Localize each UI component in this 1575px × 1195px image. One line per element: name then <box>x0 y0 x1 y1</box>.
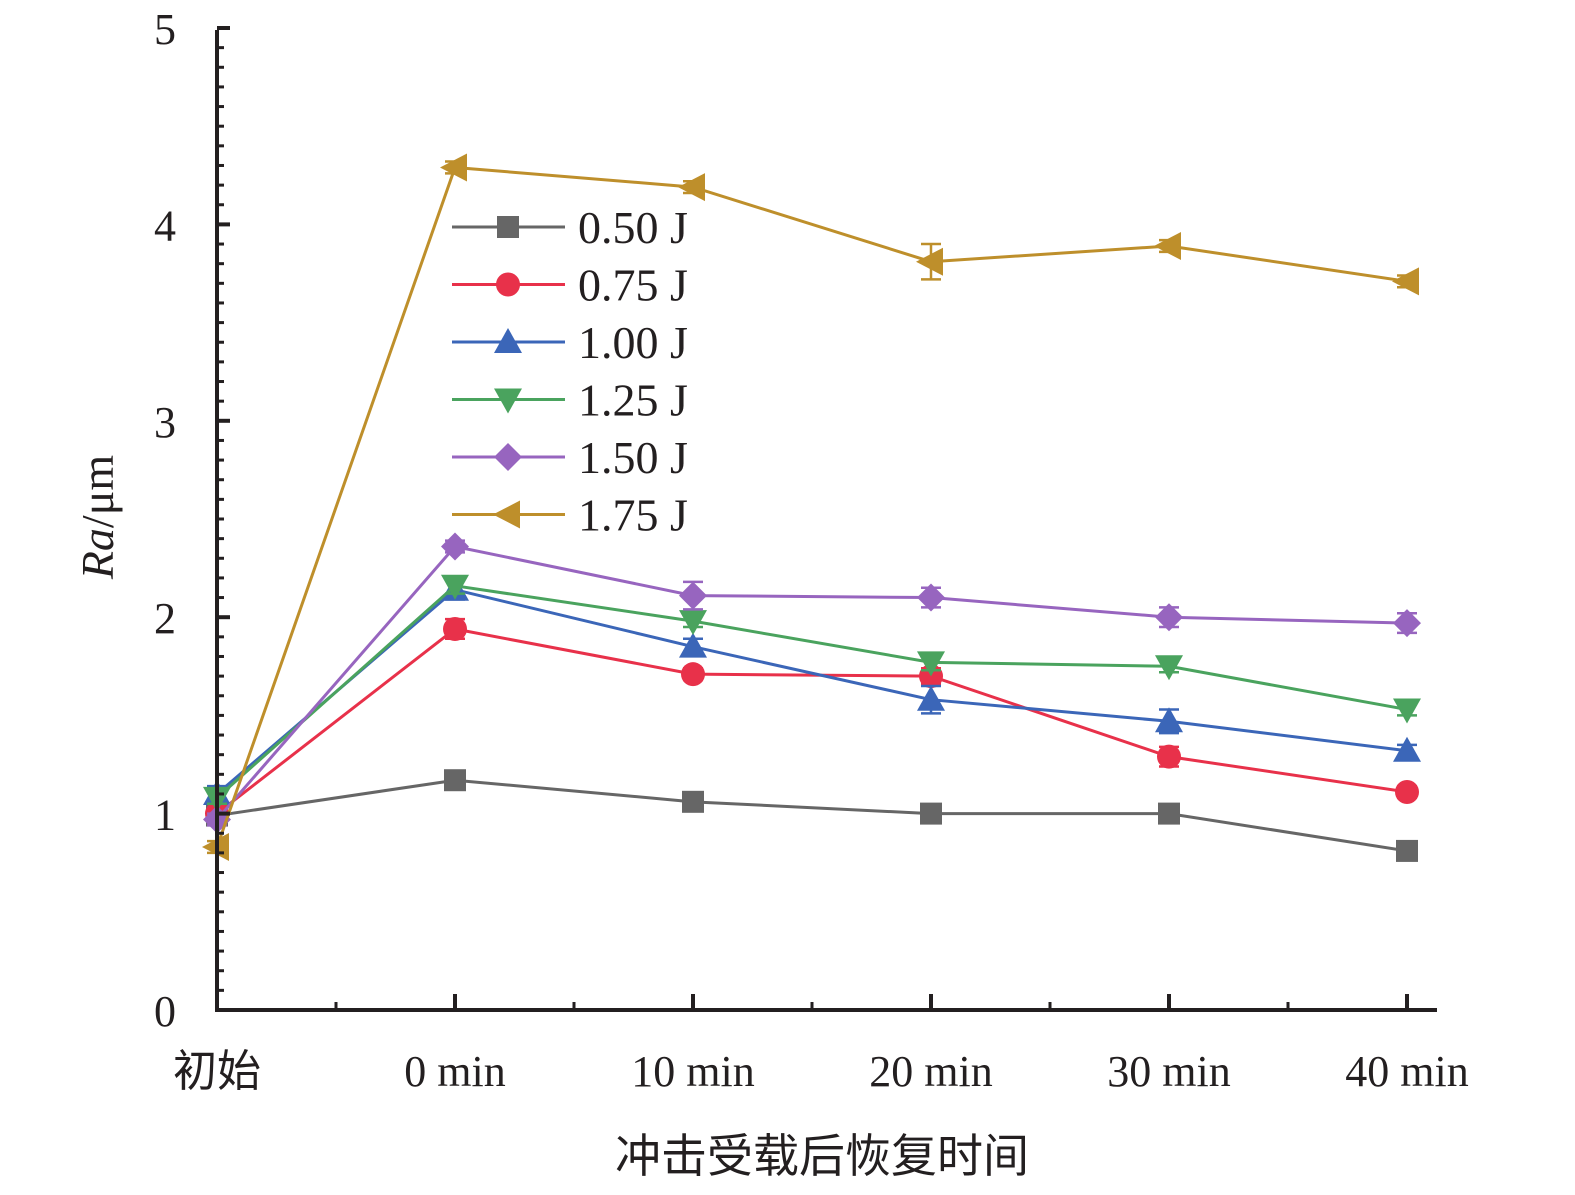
series-line <box>216 584 1408 800</box>
legend-label: 1.00 J <box>578 317 688 368</box>
legend: 0.50 J 0.75 J 1.00 J 1.25 J 1.50 J 1.75 J <box>452 202 688 541</box>
legend-item: 1.75 J <box>452 490 688 541</box>
x-tick-label: 30 min <box>1107 1047 1230 1096</box>
data-point <box>917 651 945 677</box>
data-point <box>916 247 943 276</box>
series-line <box>216 627 1408 815</box>
data-point <box>1392 267 1419 296</box>
data-point <box>679 610 707 636</box>
data-point <box>1158 802 1180 825</box>
legend-marker <box>494 328 522 353</box>
legend-item: 0.50 J <box>452 202 688 253</box>
series-line <box>215 165 1408 848</box>
y-axis-title-italic: Ra <box>72 528 123 580</box>
legend-label: 1.75 J <box>578 490 688 541</box>
data-point <box>1155 603 1183 632</box>
y-tick-label: 5 <box>154 5 176 54</box>
legend-item: 0.75 J <box>452 260 688 311</box>
data-point <box>444 769 466 792</box>
x-axis-title: 冲击受载后恢复时间 <box>615 1131 1029 1182</box>
data-point <box>1154 232 1181 261</box>
series-line <box>216 588 1408 796</box>
data-point <box>1157 744 1181 769</box>
y-tick-label: 1 <box>154 791 176 840</box>
data-point <box>441 574 469 600</box>
data-point <box>1393 736 1421 762</box>
x-tick-label: 0 min <box>404 1047 505 1096</box>
data-point <box>920 802 942 825</box>
data-point <box>682 790 704 813</box>
series-1-25-J <box>203 574 1421 812</box>
data-point <box>1395 779 1419 804</box>
x-tick-label: 20 min <box>869 1047 992 1096</box>
data-point <box>440 153 467 182</box>
legend-label: 1.25 J <box>578 375 688 426</box>
data-point <box>1155 707 1183 733</box>
y-tick-label: 0 <box>154 987 176 1036</box>
legend-marker <box>496 272 520 297</box>
series-1-50-J <box>203 532 1421 834</box>
y-tick-label: 4 <box>154 201 176 250</box>
data-point <box>443 616 467 641</box>
data-point <box>679 632 707 658</box>
legend-item: 1.50 J <box>452 432 688 483</box>
legend-label: 0.75 J <box>578 260 688 311</box>
data-point <box>1393 609 1421 638</box>
legend-item: 1.00 J <box>452 317 688 368</box>
x-tick-label: 40 min <box>1345 1047 1468 1096</box>
data-point <box>441 532 469 561</box>
legend-marker <box>494 388 522 414</box>
data-point <box>917 583 945 612</box>
axes: 0 1 2 3 4 5 初始 0 min 10 min 20 min 30 min 40 min <box>154 5 1469 1096</box>
series-0-50-J <box>206 769 1418 862</box>
data-point <box>1396 839 1418 862</box>
data-layer <box>202 153 1421 862</box>
x-ticks: 初始 0 min 10 min 20 min 30 min 40 min <box>173 994 1469 1096</box>
data-point <box>678 173 705 202</box>
series-1-75-J <box>202 153 1419 861</box>
data-point <box>917 685 945 711</box>
legend-marker <box>494 443 522 471</box>
data-point <box>1393 698 1421 724</box>
x-tick-label: 10 min <box>631 1047 754 1096</box>
legend-item: 1.25 J <box>452 375 688 426</box>
legend-marker <box>493 500 520 529</box>
data-point <box>679 581 707 610</box>
legend-label: 1.50 J <box>578 432 688 483</box>
y-axis-title-unit: /μm <box>72 455 123 528</box>
y-tick-label: 2 <box>154 594 176 643</box>
series-line <box>215 544 1408 821</box>
series-1-00-J <box>203 575 1421 805</box>
data-point <box>681 662 705 687</box>
legend-label: 0.50 J <box>578 202 688 253</box>
data-point <box>1155 655 1183 681</box>
x-tick-label: 初始 <box>173 1047 261 1096</box>
y-ticks: 0 1 2 3 4 5 <box>154 5 230 1036</box>
series-line <box>216 778 1408 853</box>
y-axis-title: Ra/μm <box>72 455 123 581</box>
y-tick-label: 3 <box>154 398 176 447</box>
legend-marker <box>497 216 519 238</box>
